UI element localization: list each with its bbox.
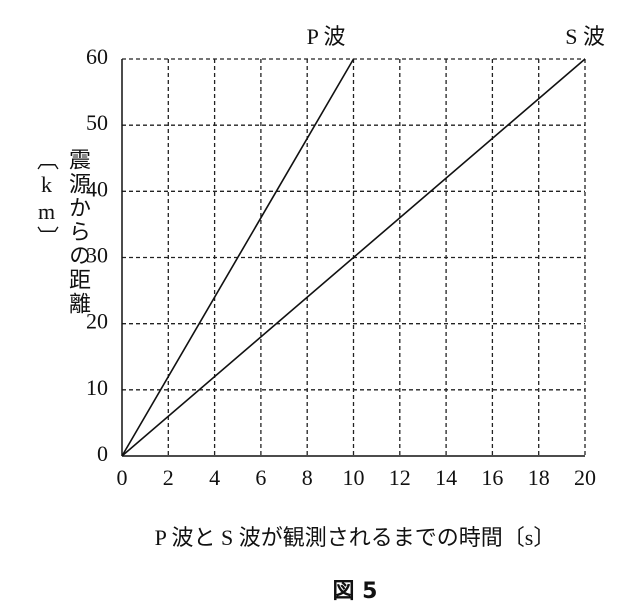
y-tick-label: 60 — [86, 44, 108, 69]
y-tick-label: 40 — [86, 176, 108, 201]
x-axis-label: P 波と S 波が観測されるまでの時間〔s〕 — [155, 525, 556, 550]
x-tick-label: 4 — [209, 465, 220, 490]
x-tick-label: 0 — [117, 465, 128, 490]
x-tick-label: 14 — [435, 465, 457, 490]
y-axis-label: 震源からの距離〔km〕 — [34, 148, 91, 316]
line-label: S 波 — [565, 24, 605, 49]
x-tick-label: 16 — [481, 465, 503, 490]
y-tick-label: 20 — [86, 309, 108, 334]
x-tick-label: 20 — [574, 465, 596, 490]
x-tick-label: 6 — [255, 465, 266, 490]
data-line — [121, 58, 355, 457]
caption: 図 5 — [333, 579, 378, 604]
y-tick-label: 50 — [86, 110, 108, 135]
y-tick-label: 10 — [86, 375, 108, 400]
x-tick-label: 12 — [389, 465, 411, 490]
x-tick-label: 8 — [302, 465, 313, 490]
y-tick-label: 0 — [97, 441, 108, 466]
x-tick-label: 18 — [528, 465, 550, 490]
y-tick-label: 30 — [86, 243, 108, 268]
line-label: P 波 — [307, 24, 346, 49]
x-tick-label: 10 — [343, 465, 365, 490]
data-line — [121, 58, 586, 457]
x-tick-label: 2 — [163, 465, 174, 490]
